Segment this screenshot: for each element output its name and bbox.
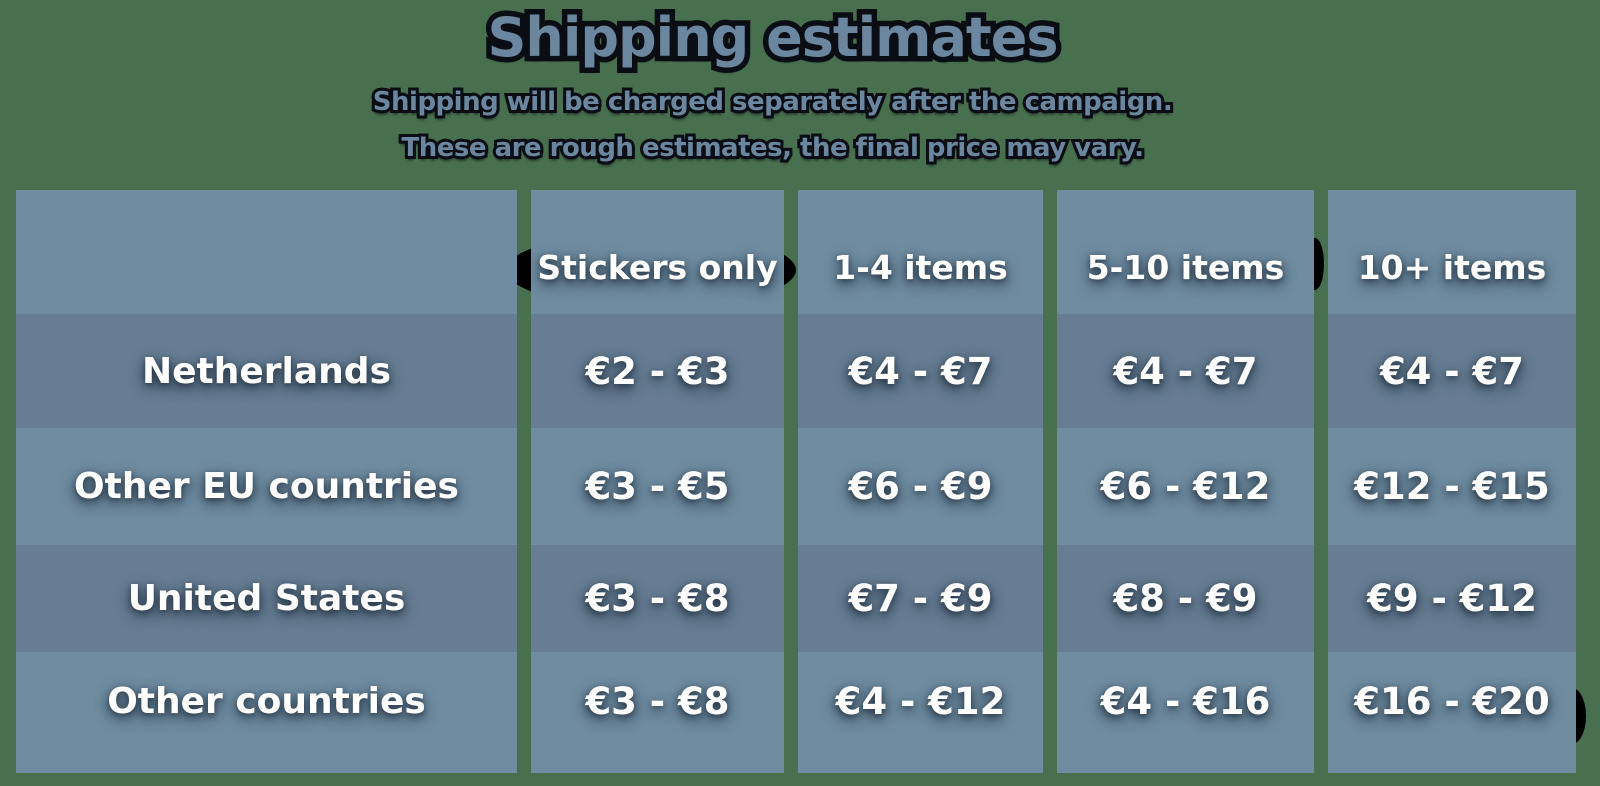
page-title: Shipping estimates xyxy=(488,6,1059,69)
price-cell: €2 - €3 xyxy=(531,314,784,428)
price-cell: €6 - €12 xyxy=(1057,428,1314,545)
price-cell: €4 - €7 xyxy=(1328,314,1576,428)
table-header-cell-stickers-only: Stickers only xyxy=(531,190,784,314)
price-cell: €3 - €8 xyxy=(531,652,784,773)
price-cell: €3 - €8 xyxy=(531,545,784,652)
row-label-cell-netherlands: Netherlands xyxy=(16,314,517,428)
price-cell: €6 - €9 xyxy=(798,428,1043,545)
row-label-cell-other-countries: Other countries xyxy=(16,652,517,773)
price-cell: €12 - €15 xyxy=(1328,428,1576,545)
row-label-cell-other-eu-countries: Other EU countries xyxy=(16,428,517,545)
price-cell: €4 - €7 xyxy=(798,314,1043,428)
header-block: Shipping estimates Shipping will be char… xyxy=(0,0,1545,165)
subtitle-line-1: Shipping will be charged separately afte… xyxy=(373,85,1173,119)
row-label-cell-united-states: United States xyxy=(16,545,517,652)
price-cell: €8 - €9 xyxy=(1057,545,1314,652)
table-header-cell-1-4-items: 1-4 items xyxy=(798,190,1043,314)
subtitle-line-2: These are rough estimates, the final pri… xyxy=(402,131,1144,165)
price-cell: €4 - €7 xyxy=(1057,314,1314,428)
table-header-cell-5-10-items: 5-10 items xyxy=(1057,190,1314,314)
shipping-estimates-table: Stickers only 1-4 items 5-10 items 10+ i… xyxy=(16,190,1576,773)
price-cell: €9 - €12 xyxy=(1328,545,1576,652)
table-header-cell-10-plus-items: 10+ items xyxy=(1328,190,1576,314)
price-cell: €3 - €5 xyxy=(531,428,784,545)
price-cell: €4 - €12 xyxy=(798,652,1043,773)
price-cell: €7 - €9 xyxy=(798,545,1043,652)
price-cell: €16 - €20 xyxy=(1328,652,1576,773)
price-cell: €4 - €16 xyxy=(1057,652,1314,773)
table-header-cell-empty xyxy=(16,190,517,314)
